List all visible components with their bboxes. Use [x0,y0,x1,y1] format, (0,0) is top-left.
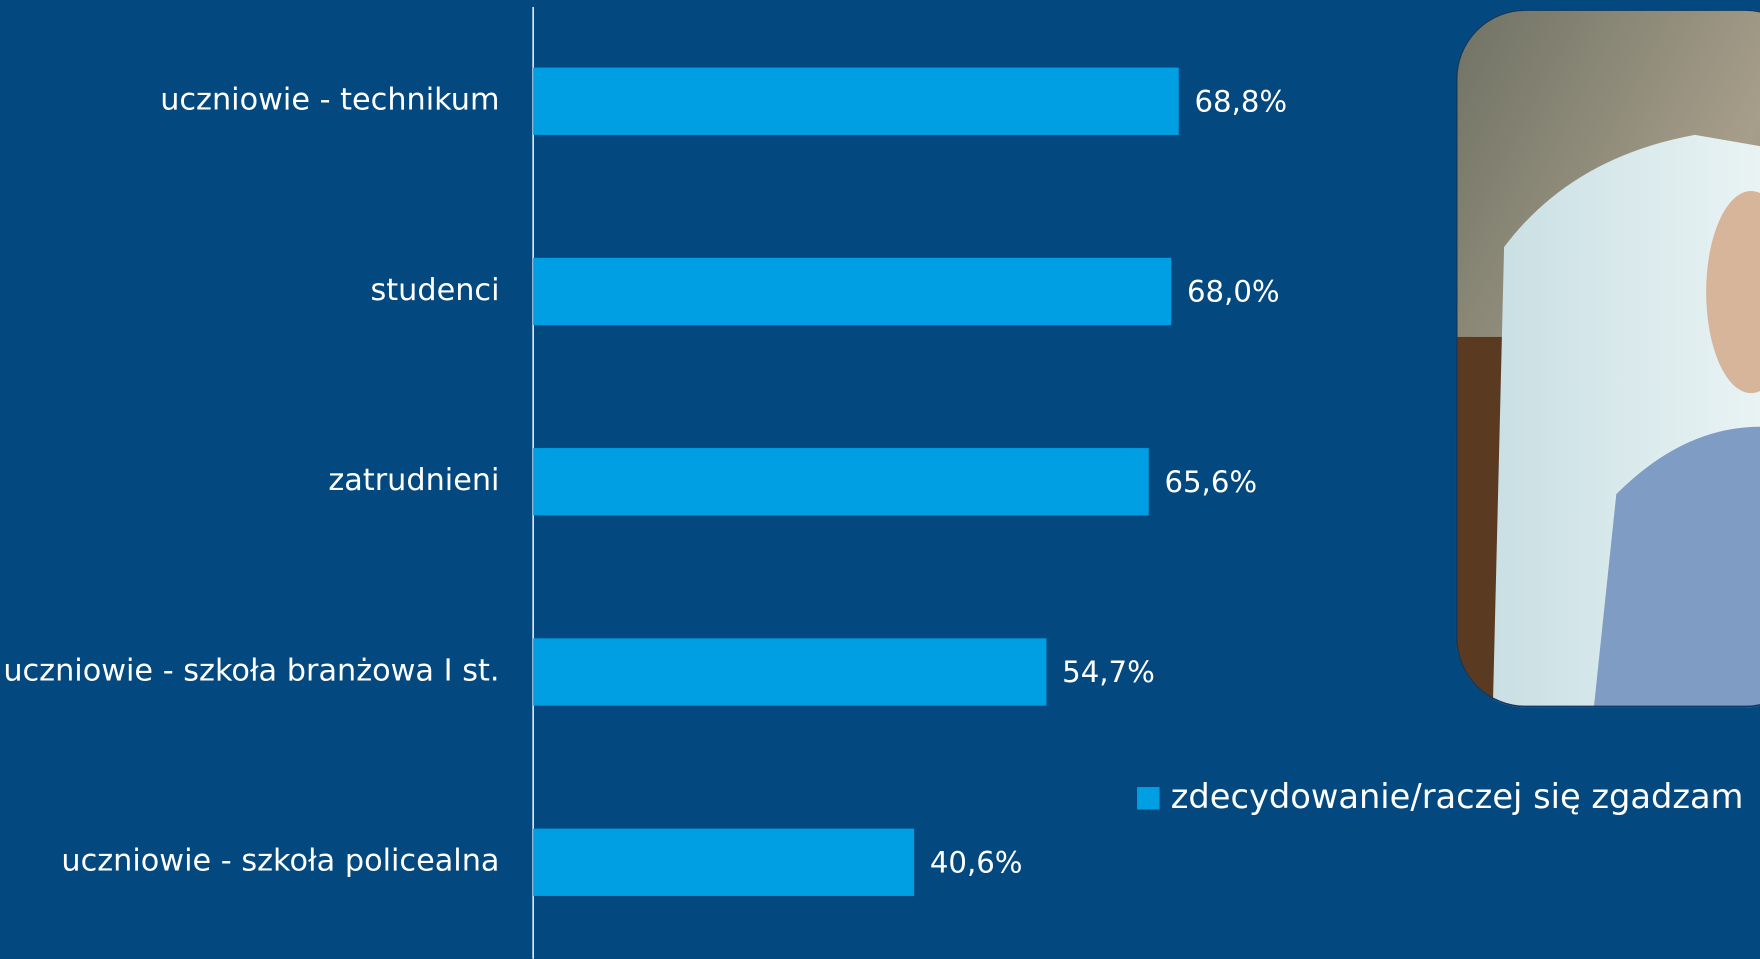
data-label: 65,6% [1164,465,1257,499]
data-label: 68,8% [1194,84,1287,118]
photo [1455,9,1760,708]
bar [533,828,915,896]
y-tick-label: zatrudnieni [328,463,499,498]
data-label: 54,7% [1062,655,1155,689]
y-tick-label: uczniowie - szkoła branżowa I st. [3,654,499,689]
data-label: 68,0% [1187,275,1280,309]
y-tick-label: uczniowie - technikum [160,83,499,118]
bar [533,448,1149,516]
bar [533,67,1179,135]
bar [533,257,1172,326]
bar [533,638,1047,706]
y-tick-label: studenci [370,273,499,308]
y-tick-label: uczniowie - szkoła policealna [61,844,499,879]
data-label: 40,6% [930,845,1023,879]
legend-swatch [1137,787,1160,810]
legend-label: zdecydowanie/raczej się zgadzam [1171,777,1744,816]
